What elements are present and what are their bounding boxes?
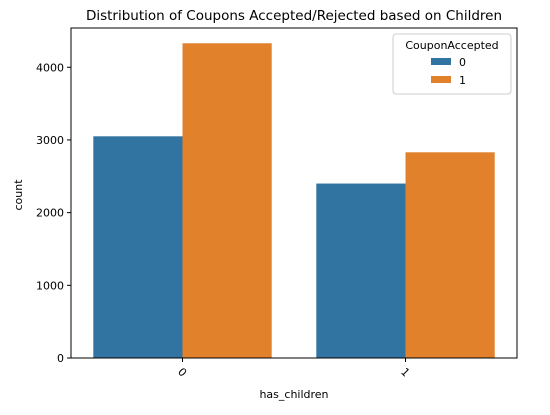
bar-0-coupon-0: [93, 136, 183, 358]
legend: CouponAccepted 0 1: [392, 33, 512, 95]
bar-1-coupon-1: [405, 152, 495, 358]
legend-title: CouponAccepted: [405, 39, 498, 52]
y-tick-label: 0: [57, 352, 64, 365]
plot-frame: [70, 27, 518, 359]
legend-swatch-1: [431, 76, 451, 83]
y-tick-label: 1000: [36, 279, 64, 292]
y-tick-label: 3000: [36, 134, 64, 147]
x-tick-label: 1: [398, 365, 412, 379]
y-axis-label: count: [12, 179, 25, 211]
bar-1-coupon-0: [316, 183, 406, 358]
legend-entry-0: 0: [459, 56, 466, 69]
bar-0-coupon-1: [182, 43, 272, 358]
x-tick-label: 0: [175, 365, 189, 379]
x-axis-label: has_children: [259, 388, 328, 401]
legend-entry-1: 1: [459, 74, 466, 87]
y-axis: 0 1000 2000 3000 4000: [36, 61, 71, 365]
legend-swatch-0: [431, 58, 451, 65]
y-tick-label: 4000: [36, 61, 64, 74]
plot-area: [70, 27, 518, 359]
y-tick-label: 2000: [36, 207, 64, 220]
legend-box: [392, 33, 512, 95]
chart-title: Distribution of Coupons Accepted/Rejecte…: [86, 8, 502, 24]
